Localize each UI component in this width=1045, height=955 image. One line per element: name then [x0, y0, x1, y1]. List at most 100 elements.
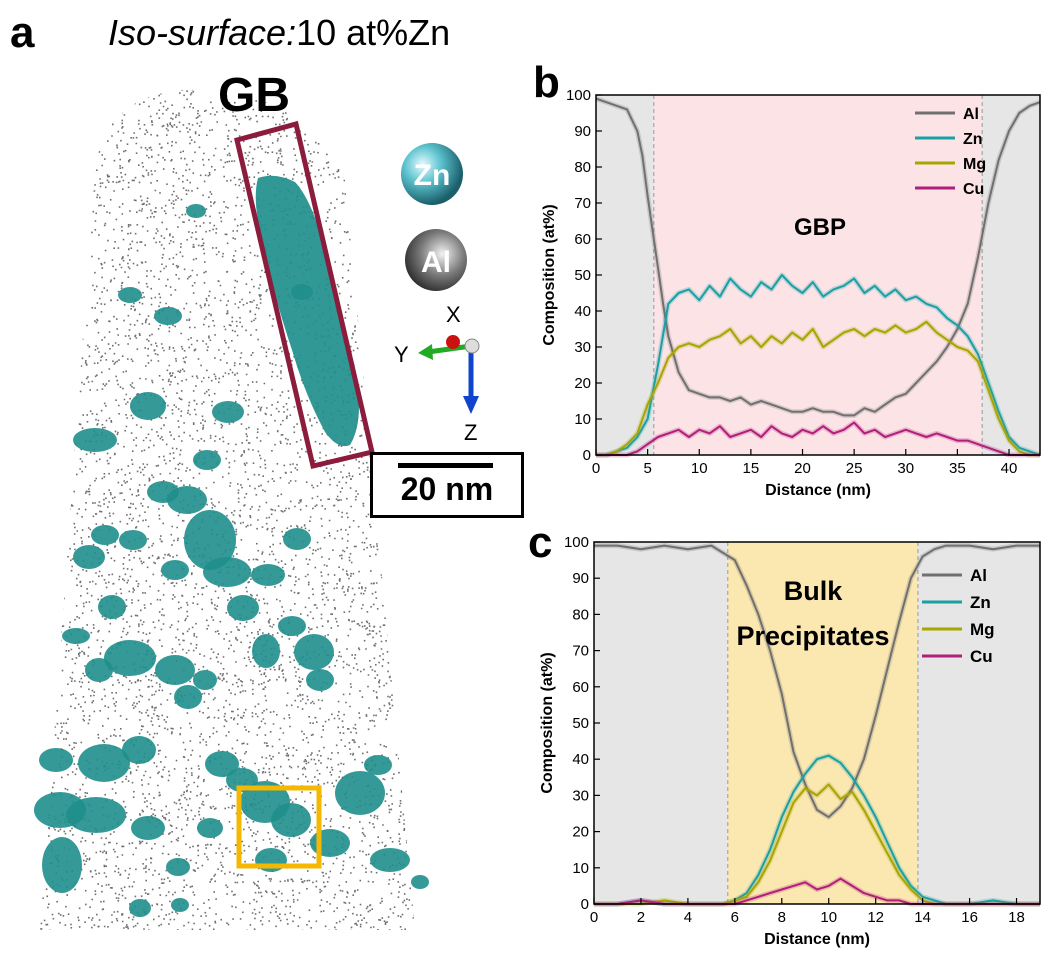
precipitate-blob	[193, 450, 221, 470]
precipitate-blob	[335, 771, 385, 815]
y-tick-label: 40	[574, 303, 591, 320]
gb-precipitate	[255, 175, 359, 447]
legend-label-al: Al	[963, 106, 979, 123]
precipitate-blob	[251, 564, 285, 586]
x-tick-label: 2	[637, 909, 645, 926]
y-tick-label: 40	[572, 751, 589, 768]
x-tick-label: 8	[778, 909, 786, 926]
precipitate-blob	[42, 837, 82, 893]
precipitate-blob	[252, 634, 280, 668]
gb-label: GB	[218, 69, 290, 122]
x-tick-label: 10	[820, 909, 837, 926]
y-tick-label: 30	[574, 339, 591, 356]
y-tick-label: 50	[574, 267, 591, 284]
y-tick-label: 10	[572, 860, 589, 877]
precipitate-blob	[122, 736, 156, 764]
x-tick-label: 30	[897, 460, 914, 477]
x-axis-label: Distance (nm)	[764, 931, 870, 948]
precipitate-blob	[411, 875, 429, 889]
legend-label-cu: Cu	[963, 181, 984, 198]
scale-bar-label: 20 nm	[400, 471, 494, 507]
axis-y-label: Y	[394, 342, 409, 367]
x-tick-label: 20	[794, 460, 811, 477]
precipitate-blob	[197, 818, 223, 838]
axis-triad: X Y Z	[394, 302, 480, 445]
axis-x-label: X	[446, 302, 461, 327]
chart-annotation: Bulk	[784, 576, 843, 606]
zn-atom-label: Zn	[414, 159, 451, 192]
chart-annotation: Precipitates	[736, 621, 889, 651]
shaded-region	[727, 542, 918, 904]
y-tick-label: 50	[572, 715, 589, 732]
y-tick-label: 80	[574, 159, 591, 176]
precipitate-blob	[62, 628, 90, 644]
y-axis-label: Composition (at%)	[541, 204, 558, 345]
precipitate-blob	[205, 751, 239, 777]
y-tick-label: 90	[572, 570, 589, 587]
precipitate-blob	[227, 595, 259, 621]
precipitate-blob	[203, 557, 251, 587]
series-line-al	[594, 544, 1040, 819]
precipitate-blob	[129, 899, 151, 917]
precipitate-blob	[39, 748, 73, 772]
precipitate-blob	[271, 803, 311, 837]
precipitate-blob	[310, 829, 350, 857]
x-tick-label: 6	[731, 909, 739, 926]
y-tick-label: 20	[572, 824, 589, 841]
panel-a-title-italic: Iso-surface:	[108, 12, 297, 53]
x-tick-label: 0	[590, 909, 598, 926]
shaded-region	[653, 95, 983, 455]
precipitate-blob	[184, 510, 236, 570]
precipitate-blob	[306, 669, 334, 691]
y-tick-label: 70	[574, 195, 591, 212]
precipitate-blob	[186, 204, 206, 218]
tomography-reconstruction: Zn Al X Y Z	[34, 89, 480, 930]
al-atom-label: Al	[421, 246, 451, 279]
y-tick-label: 60	[572, 679, 589, 696]
y-tick-label: 20	[574, 375, 591, 392]
y-tick-label: 0	[581, 896, 589, 913]
x-tick-label: 14	[914, 909, 931, 926]
x-tick-label: 0	[592, 460, 600, 477]
y-axis-label: Composition (at%)	[539, 652, 556, 793]
precipitate-blob	[119, 530, 147, 550]
precipitate-blob	[73, 545, 105, 569]
shaded-region	[596, 95, 654, 455]
chart-annotation: GBP	[794, 214, 846, 241]
y-tick-label: 70	[572, 643, 589, 660]
x-axis-label: Distance (nm)	[765, 482, 871, 499]
precipitate-blob	[78, 744, 130, 782]
y-tick-label: 80	[572, 606, 589, 623]
series-line-cu	[596, 421, 1040, 456]
x-tick-label: 4	[684, 909, 692, 926]
precipitate-blob	[85, 658, 113, 682]
precipitate-blob	[166, 858, 190, 876]
panel-a-title-rest: 10 at%Zn	[296, 12, 451, 53]
y-tick-label: 100	[564, 534, 589, 551]
y-tick-label: 100	[566, 87, 591, 104]
y-tick-label: 60	[574, 231, 591, 248]
precipitate-blob	[118, 287, 142, 303]
shaded-region	[594, 542, 728, 904]
precipitate-blob	[171, 898, 189, 912]
bulk-precipitate-box	[236, 785, 322, 869]
precipitate-blob	[98, 595, 126, 619]
precipitate-blob	[130, 392, 166, 420]
panel-c-label: c	[528, 518, 553, 567]
x-tick-label: 10	[691, 460, 708, 477]
panel-a-title: Iso-surface:10 at%Zn	[108, 12, 450, 54]
legend-label-mg: Mg	[963, 156, 986, 173]
precipitate-blob	[104, 640, 156, 676]
precipitate-blob	[283, 528, 311, 550]
precipitate-isosurfaces	[34, 204, 429, 917]
y-tick-label: 30	[572, 787, 589, 804]
precipitate-blob	[278, 616, 306, 636]
legend-label-al: Al	[970, 566, 987, 585]
al-atom-sphere	[405, 229, 467, 291]
scale-bar	[398, 463, 493, 468]
precipitate-blob	[131, 816, 165, 840]
y-tick-label: 10	[574, 411, 591, 428]
precipitate-blob	[174, 685, 202, 709]
precipitate-blob	[161, 560, 189, 580]
y-tick-label: 90	[574, 123, 591, 140]
